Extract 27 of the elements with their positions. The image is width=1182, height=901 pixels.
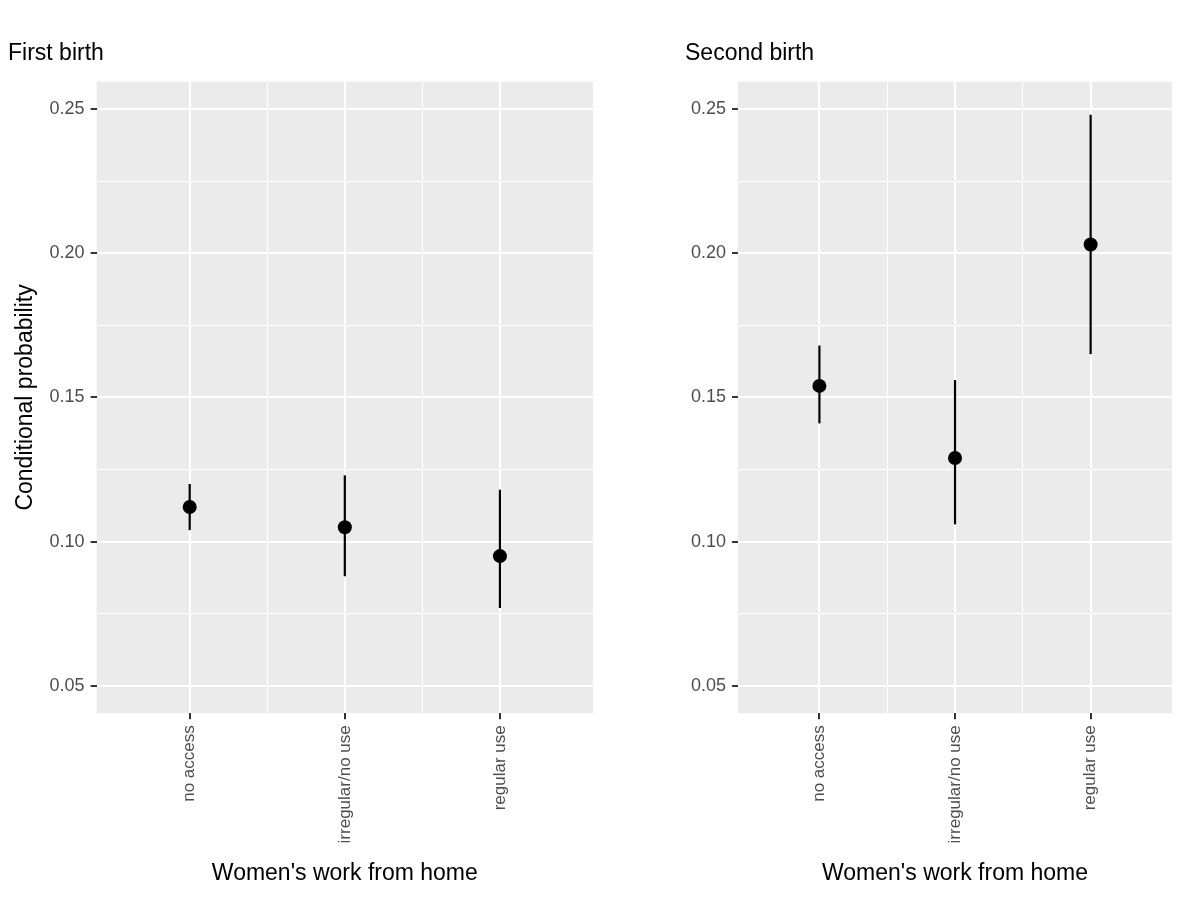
y-tick-label: 0.25 — [690, 97, 727, 118]
point — [182, 500, 197, 515]
x-tick-label: no access — [179, 725, 199, 802]
y-axis-title: Conditional probability — [11, 283, 38, 511]
y-tick-label: 0.05 — [49, 674, 85, 695]
point — [1083, 237, 1098, 252]
x-tick-label: irregular/no use — [944, 725, 964, 844]
point — [492, 549, 507, 564]
y-tick-label: 0.15 — [49, 386, 85, 407]
x-axis-title: Women's work from home — [211, 858, 478, 885]
x-tick-label: no access — [809, 725, 829, 802]
y-tick-label: 0.10 — [690, 530, 727, 551]
x-tick-label: regular use — [489, 725, 509, 811]
chart-title: First birth — [8, 39, 104, 66]
point — [337, 520, 352, 535]
y-tick-label: 0.20 — [49, 242, 85, 263]
y-tick-label: 0.05 — [690, 674, 727, 695]
x-tick-label: irregular/no use — [334, 725, 354, 844]
point — [948, 451, 963, 466]
y-tick-label: 0.15 — [690, 386, 727, 407]
y-tick-label: 0.20 — [690, 242, 727, 263]
point — [812, 378, 827, 393]
chart-title: Second birth — [685, 39, 815, 66]
x-tick-label: regular use — [1080, 725, 1100, 811]
y-tick-label: 0.25 — [49, 97, 85, 118]
x-axis-title: Women's work from home — [822, 858, 1089, 885]
y-tick-label: 0.10 — [49, 530, 85, 551]
